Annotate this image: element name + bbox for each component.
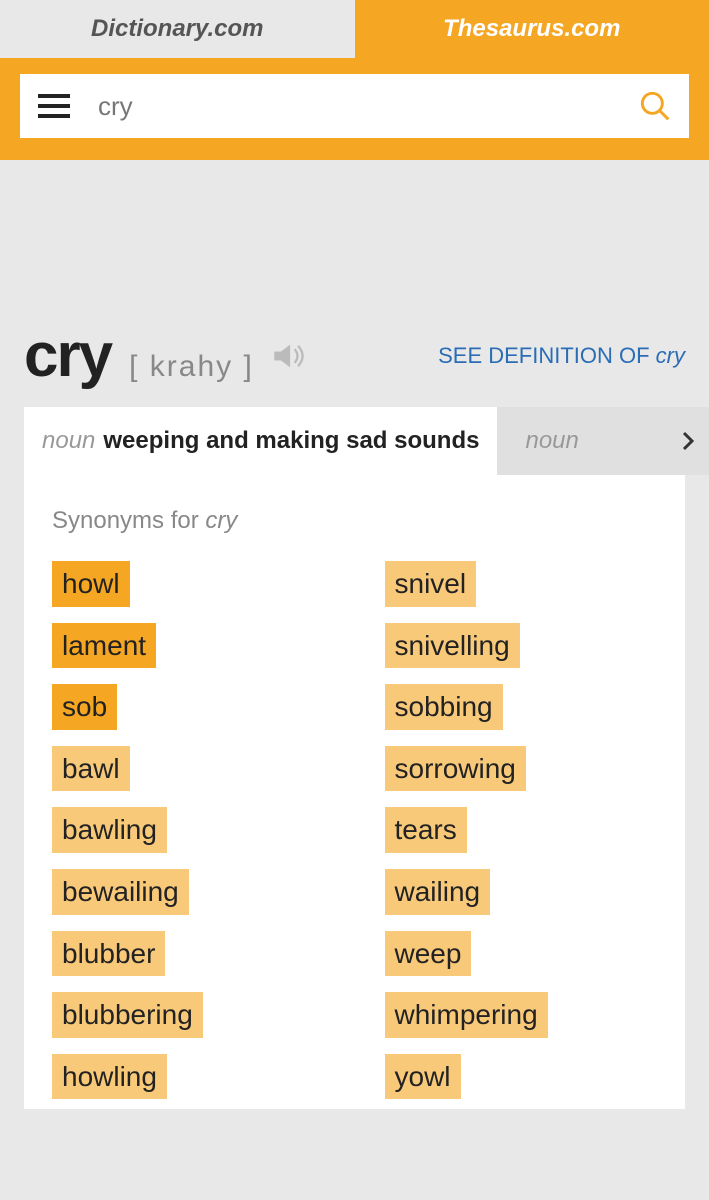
see-definition-word: cry [656,343,685,368]
search-bar [20,74,689,138]
synonyms-label-prefix: Synonyms for [52,507,205,534]
synonym-item[interactable]: sobbing [385,684,503,730]
see-definition-prefix: SEE DEFINITION OF [438,343,656,368]
sense-pos-next: noun [525,427,578,455]
synonym-item[interactable]: lament [52,623,156,669]
search-wrap [0,58,709,160]
sense-tab-active[interactable]: noun weeping and making sad sounds [24,407,497,475]
synonym-item[interactable]: snivel [385,561,477,607]
synonym-item[interactable]: bawl [52,746,130,792]
word-row: cry [ krahy ] SEE DEFINITION OF cry [0,320,709,407]
see-definition-link[interactable]: SEE DEFINITION OF cry [438,343,685,369]
synonym-item[interactable]: weep [385,931,472,977]
tab-dictionary[interactable]: Dictionary.com [0,0,355,58]
ad-spacer [0,160,709,320]
synonym-columns: howl lament sob bawl bawling bewailing blubber… [52,561,657,1099]
synonym-item[interactable]: snivelling [385,623,520,669]
synonym-item[interactable]: blubber [52,931,165,977]
search-input[interactable] [98,91,639,122]
synonym-item[interactable]: yowl [385,1054,461,1100]
header: Dictionary.com Thesaurus.com [0,0,709,160]
search-icon[interactable] [639,90,671,122]
synonym-item[interactable]: wailing [385,869,491,915]
synonym-item[interactable]: whimpering [385,992,548,1038]
synonym-column-left: howl lament sob bawl bawling bewailing blubber… [52,561,325,1099]
menu-icon[interactable] [38,94,70,118]
synonym-item[interactable]: bewailing [52,869,189,915]
synonym-item[interactable]: tears [385,807,467,853]
pronunciation: [ krahy ] [129,350,254,384]
headword: cry [24,320,111,391]
synonym-item[interactable]: howling [52,1054,167,1100]
synonym-item[interactable]: blubbering [52,992,203,1038]
speaker-icon[interactable] [272,342,306,370]
synonyms-label-word: cry [205,507,237,534]
synonym-item[interactable]: sob [52,684,117,730]
site-tabs: Dictionary.com Thesaurus.com [0,0,709,58]
synonym-item[interactable]: bawling [52,807,167,853]
tab-thesaurus[interactable]: Thesaurus.com [355,0,709,58]
synonym-item[interactable]: howl [52,561,130,607]
synonyms-label: Synonyms for cry [52,507,657,535]
synonyms-panel: Synonyms for cry howl lament sob bawl bawlin… [24,475,685,1109]
sense-definition: weeping and making sad sounds [103,427,479,455]
synonym-column-right: snivel snivelling sobbing sorrowing tears wai… [385,561,658,1099]
sense-tabs: noun weeping and making sad sounds noun [0,407,709,475]
synonym-item[interactable]: sorrowing [385,746,526,792]
sense-tab-next[interactable]: noun [497,407,709,475]
sense-pos: noun [42,427,95,455]
chevron-right-icon [681,429,695,453]
